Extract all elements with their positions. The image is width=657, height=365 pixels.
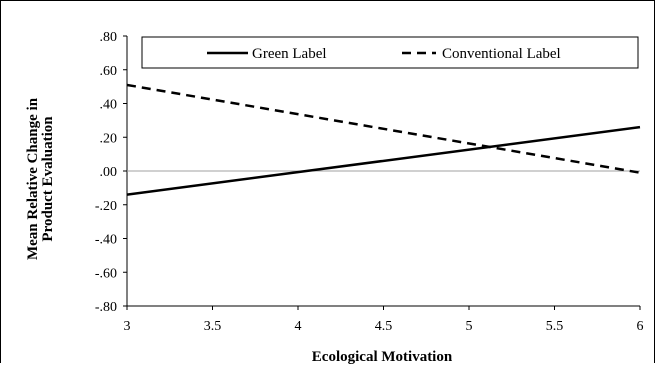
series-layer: [126, 83, 641, 196]
x-tick-group: 3 3.5 4 4.5 5 5.5 6: [124, 306, 644, 334]
y-tick-label: .20: [100, 131, 118, 146]
y-tick-label: -.60: [95, 266, 117, 281]
x-tick-label: 4: [295, 319, 302, 334]
x-tick-label: 5: [466, 319, 473, 334]
y-tick-label: .80: [100, 30, 118, 45]
x-axis-title: Ecological Motivation: [312, 349, 453, 365]
y-tick-group: .80 .60 .40 .20 .00 -.20 -.40 -.60 -.80: [95, 30, 127, 315]
legend-label-conventional-label: Conventional Label: [442, 46, 561, 62]
x-tick-label: 3.5: [204, 319, 222, 334]
x-tick-label: 4.5: [375, 319, 393, 334]
y-tick-label: .60: [100, 64, 118, 79]
legend: Green Label Conventional Label: [141, 36, 639, 69]
series-line-green-label: [126, 125, 641, 196]
x-tick-label: 5.5: [546, 319, 564, 334]
y-tick-label: .40: [100, 98, 118, 113]
y-axis-title-line-1: Mean Relative Change in: [25, 97, 41, 260]
y-tick-label: -.40: [95, 233, 117, 248]
y-tick-label: .00: [100, 165, 118, 180]
x-tick-label: 3: [124, 319, 131, 334]
y-axis-title: Mean Relative Change in Product Evaluati…: [25, 97, 56, 260]
legend-label-green-label: Green Label: [252, 46, 327, 62]
y-tick-label: -.20: [95, 199, 117, 214]
y-axis-title-line-2: Product Evaluation: [40, 116, 56, 242]
series-line-conventional-label: [126, 83, 641, 174]
y-tick-label: -.80: [95, 300, 117, 315]
x-tick-label: 6: [637, 319, 644, 334]
